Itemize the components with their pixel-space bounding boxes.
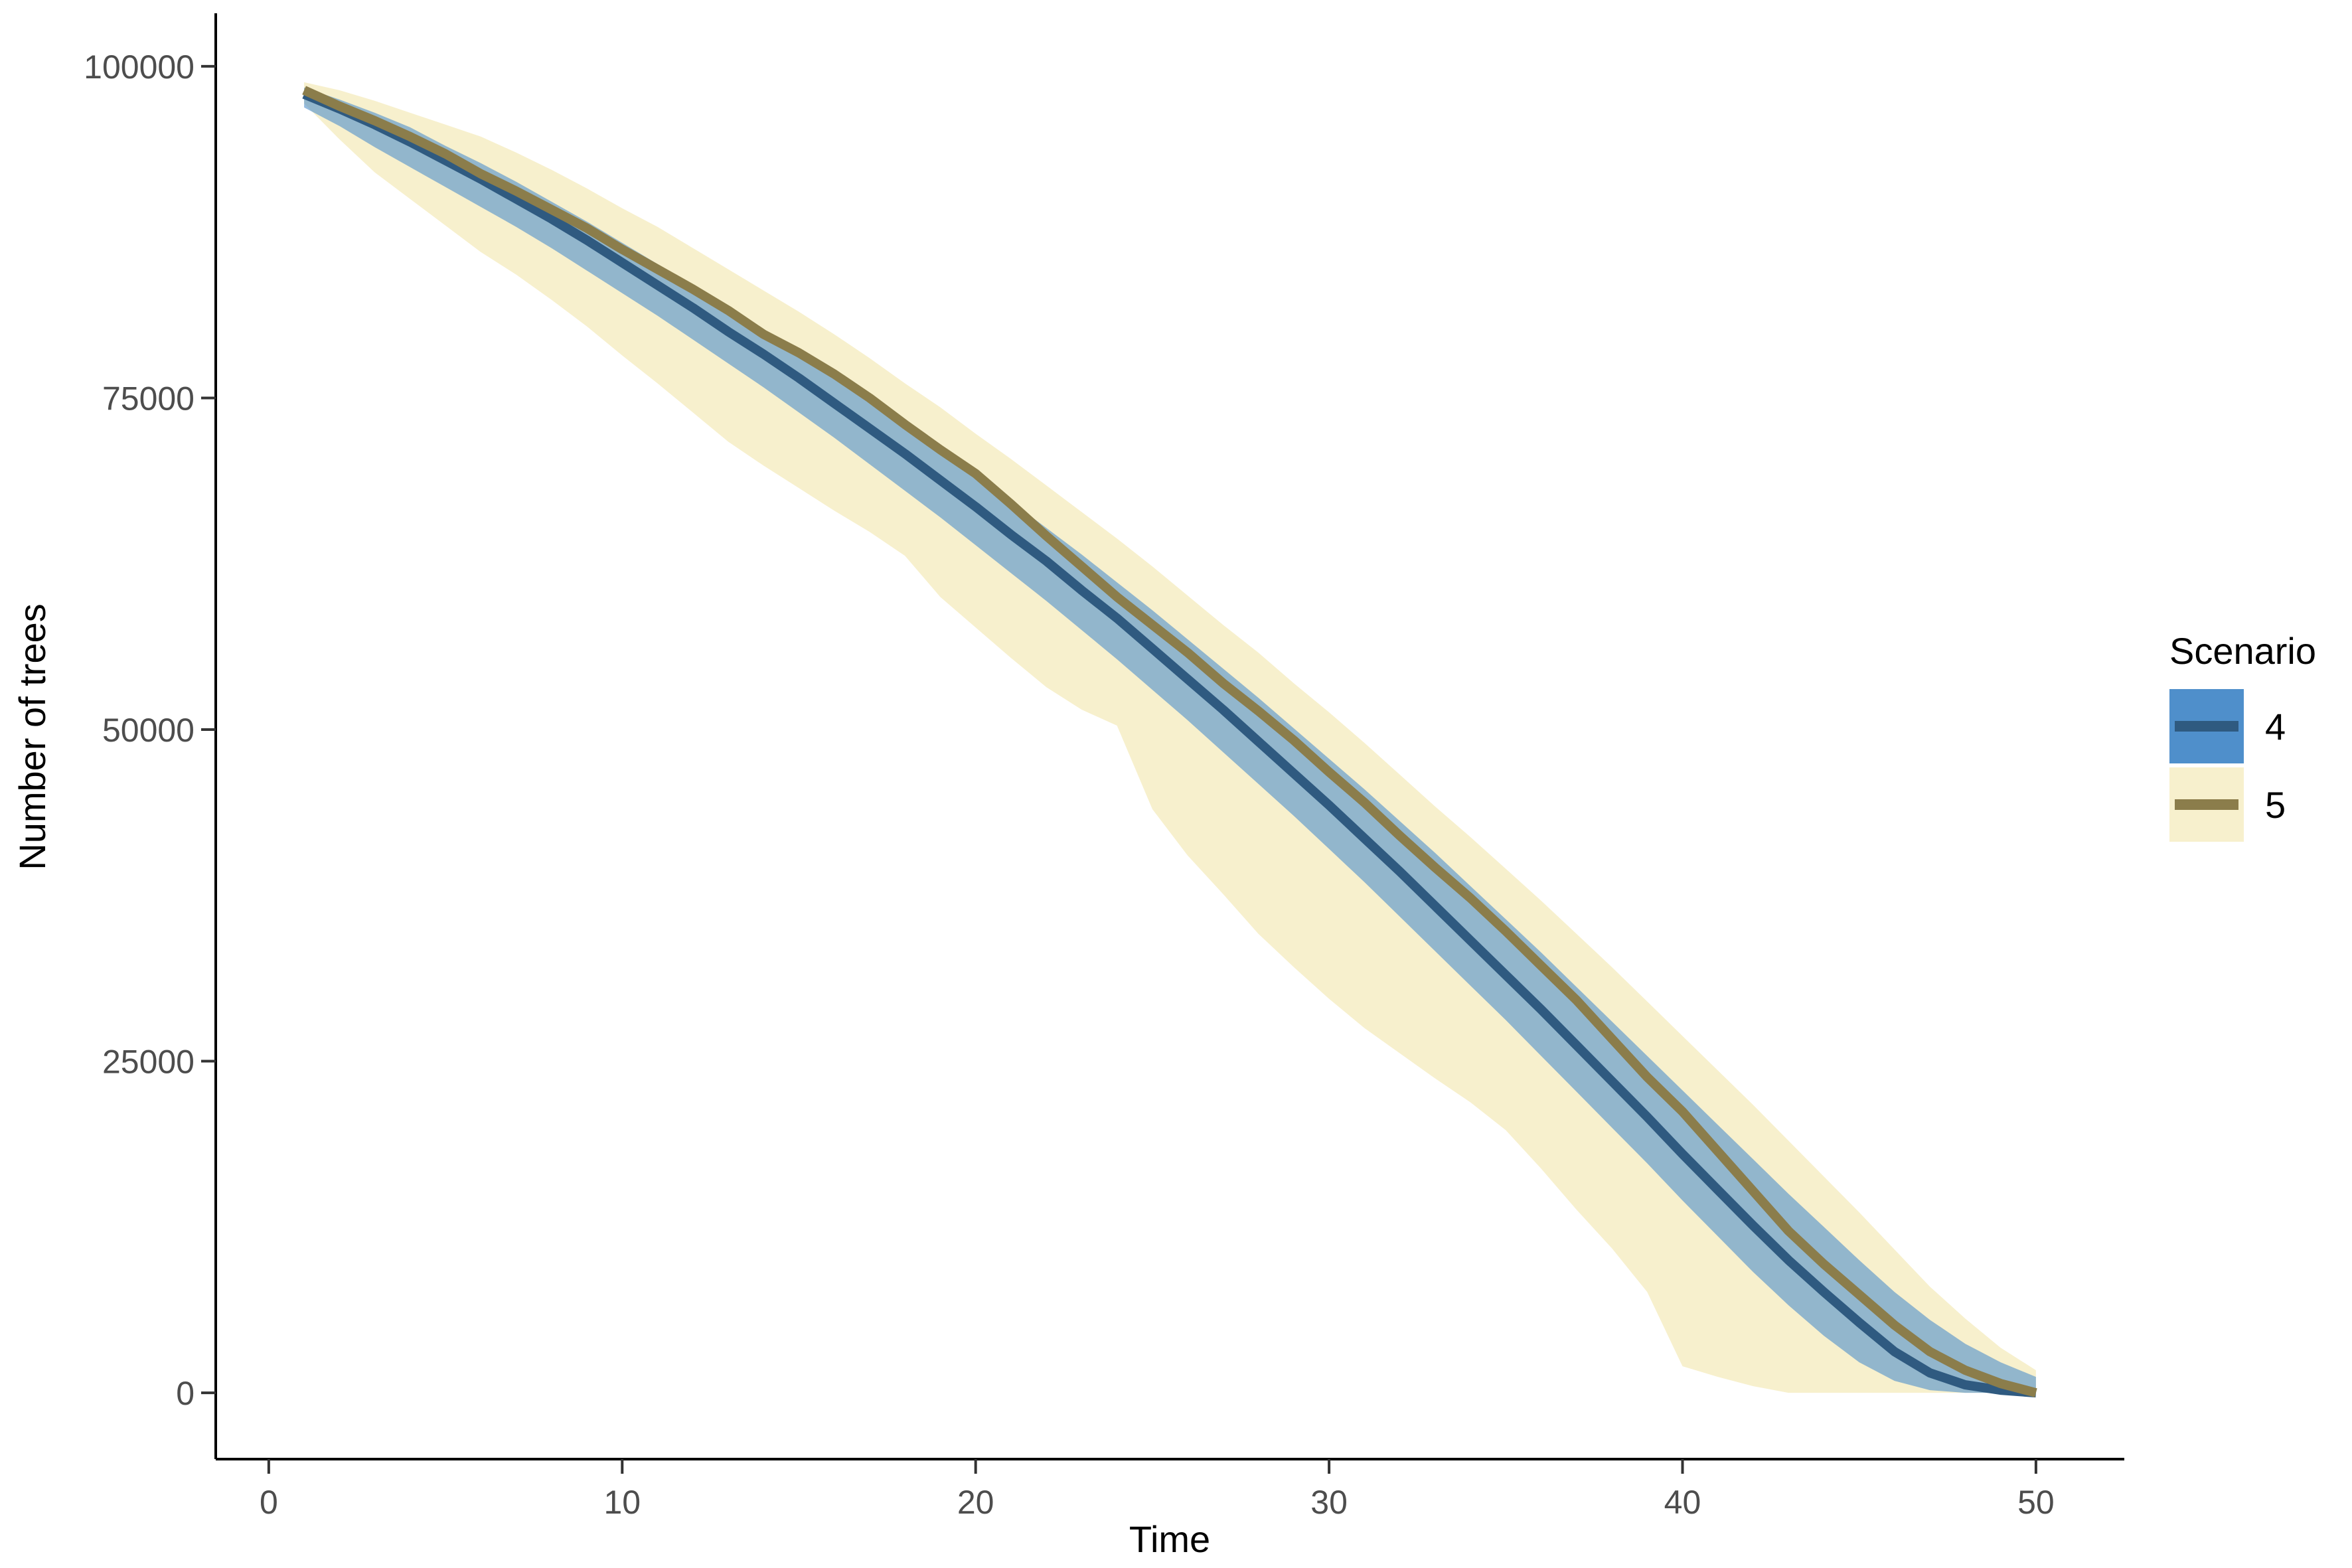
line-scenario-5 xyxy=(302,86,2037,1397)
legend: Scenario 45 xyxy=(2169,630,2316,842)
legend-label-5: 5 xyxy=(2265,784,2286,826)
y-ticks: 0 25000 50000 75000 100000 xyxy=(84,48,216,1412)
line-scenario-4 xyxy=(302,90,2037,1398)
y-axis: 0 25000 50000 75000 100000 xyxy=(84,13,217,1459)
legend-label-4: 4 xyxy=(2265,706,2286,747)
y-tick-label: 25000 xyxy=(102,1044,195,1081)
y-tick-label: 75000 xyxy=(102,380,195,417)
legend-items: 45 xyxy=(2169,689,2286,842)
y-tick-label: 50000 xyxy=(102,712,195,749)
legend-title: Scenario xyxy=(2169,630,2316,672)
x-tick-label: 10 xyxy=(603,1484,641,1521)
x-tick-label: 20 xyxy=(957,1484,994,1521)
x-ticks: 0 10 20 30 40 50 xyxy=(260,1459,2055,1521)
y-tick-label: 0 xyxy=(176,1375,195,1412)
x-tick-label: 50 xyxy=(2017,1484,2055,1521)
y-axis-title: Number of trees xyxy=(11,603,53,870)
x-tick-label: 0 xyxy=(260,1484,278,1521)
x-axis: 0 10 20 30 40 50 xyxy=(216,1458,2124,1521)
x-tick-label: 30 xyxy=(1310,1484,1348,1521)
x-tick-label: 40 xyxy=(1664,1484,1701,1521)
plot-area xyxy=(302,82,2037,1398)
x-axis-title: Time xyxy=(1129,1518,1210,1560)
y-tick-label: 100000 xyxy=(84,48,195,86)
series-layer xyxy=(302,82,2037,1398)
